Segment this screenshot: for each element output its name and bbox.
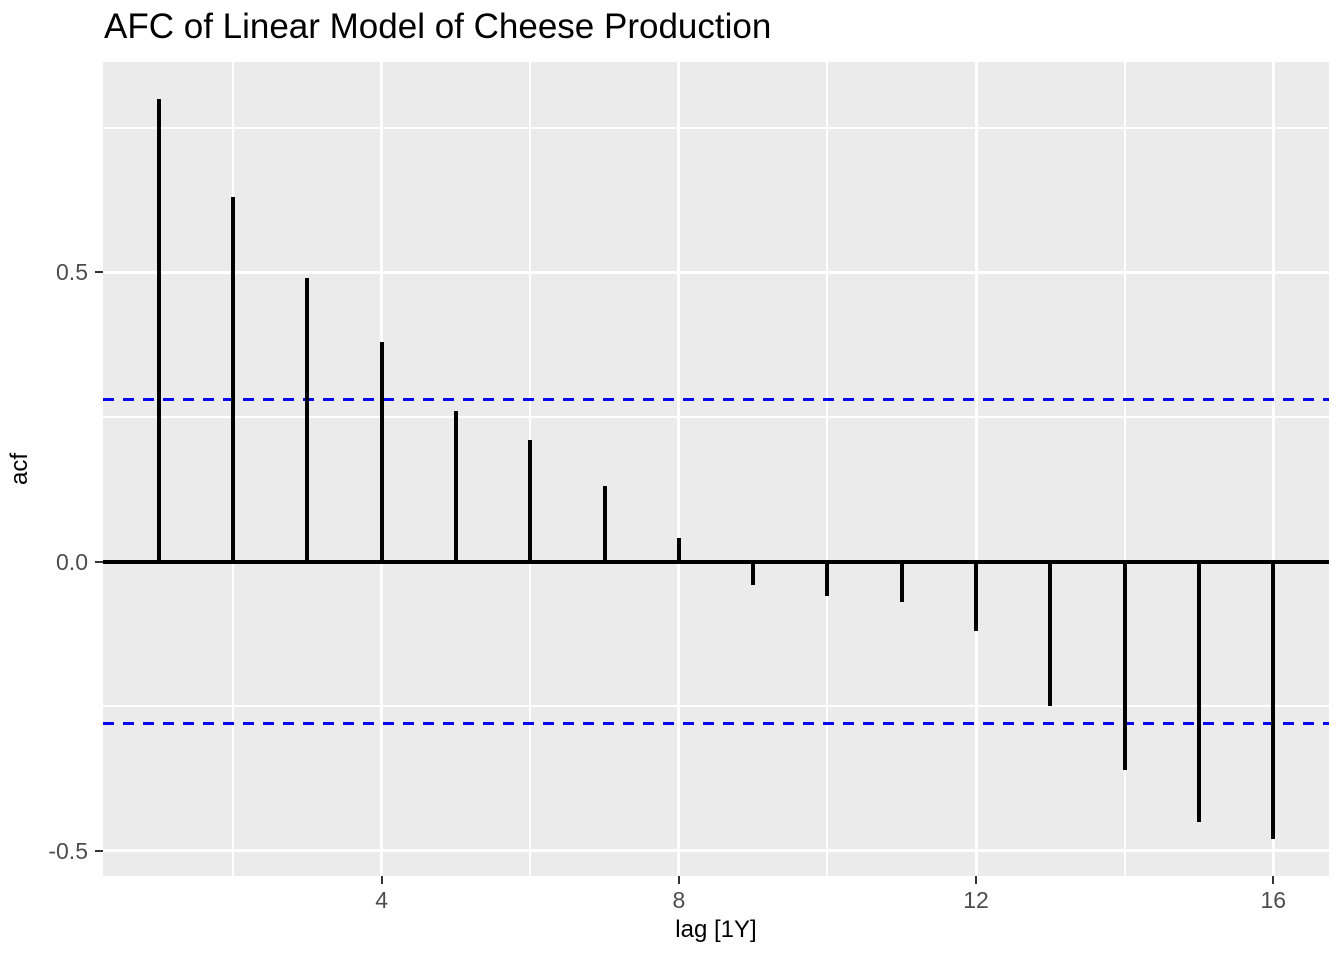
x-gridline-minor-10 bbox=[826, 62, 829, 876]
x-tick-mark-12 bbox=[975, 876, 978, 884]
confidence-line-lower bbox=[103, 721, 1329, 725]
confidence-line-upper bbox=[103, 398, 1329, 402]
acf-spike-lag-1 bbox=[156, 99, 161, 562]
acf-spike-lag-10 bbox=[825, 561, 830, 597]
acf-spike-lag-13 bbox=[1048, 561, 1053, 707]
x-tick-label-12: 12 bbox=[963, 887, 989, 913]
acf-spike-lag-5 bbox=[453, 411, 458, 562]
acf-spike-lag-7 bbox=[602, 486, 607, 562]
acf-spike-lag-16 bbox=[1271, 561, 1276, 839]
acf-spike-lag-8 bbox=[676, 538, 681, 562]
x-tick-mark-8 bbox=[677, 876, 680, 884]
x-gridline-minor-14 bbox=[1123, 62, 1126, 876]
x-gridline-major-8 bbox=[677, 62, 681, 876]
y-gridline-major-0.5 bbox=[103, 270, 1329, 274]
y-tick-mark-0.5 bbox=[95, 271, 103, 274]
x-tick-label-4: 4 bbox=[375, 887, 389, 913]
acf-spike-lag-6 bbox=[528, 440, 533, 562]
y-tick-mark--0.5 bbox=[95, 849, 103, 852]
y-tick-label-0.0: 0.0 bbox=[56, 548, 88, 575]
acf-spike-lag-9 bbox=[751, 561, 756, 585]
acf-spike-lag-14 bbox=[1122, 561, 1127, 770]
acf-spike-lag-2 bbox=[231, 197, 236, 562]
acf-spike-lag-15 bbox=[1196, 561, 1201, 822]
y-axis-title: acf bbox=[6, 453, 33, 486]
plot-panel bbox=[103, 62, 1329, 876]
x-tick-mark-16 bbox=[1272, 876, 1275, 884]
x-tick-label-8: 8 bbox=[672, 887, 686, 913]
acf-spike-lag-11 bbox=[899, 561, 904, 602]
zero-line bbox=[103, 559, 1329, 564]
x-tick-mark-4 bbox=[380, 876, 383, 884]
x-gridline-major-16 bbox=[1271, 62, 1275, 876]
x-tick-label-16: 16 bbox=[1260, 887, 1287, 913]
acf-spike-lag-3 bbox=[305, 278, 310, 562]
acf-spike-lag-12 bbox=[974, 561, 979, 631]
y-gridline-minor--0.25 bbox=[103, 705, 1329, 708]
y-gridline-major--0.5 bbox=[103, 849, 1329, 853]
y-gridline-minor-0.25 bbox=[103, 415, 1329, 418]
chart-title: AFC of Linear Model of Cheese Production bbox=[104, 7, 772, 46]
y-gridline-minor-0.75 bbox=[103, 126, 1329, 129]
y-tick-label-0.5: 0.5 bbox=[56, 259, 88, 286]
y-tick-label--0.5: -0.5 bbox=[48, 837, 88, 864]
x-gridline-major-12 bbox=[974, 62, 978, 876]
y-tick-mark-0.0 bbox=[95, 560, 103, 563]
x-axis-title: lag [1Y] bbox=[675, 916, 757, 943]
acf-spike-lag-4 bbox=[379, 341, 384, 562]
